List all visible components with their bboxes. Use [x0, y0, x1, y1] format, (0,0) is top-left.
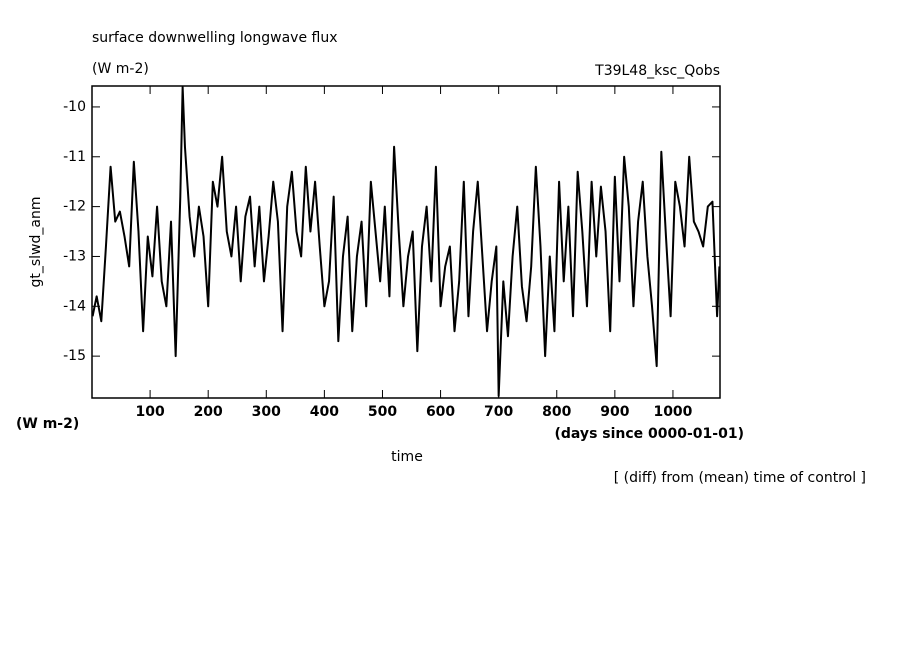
data-line [91, 86, 721, 398]
x-tick-label: 500 [368, 404, 397, 420]
y-tick-label: -13 [63, 248, 86, 264]
y-units: (W m-2) [16, 416, 79, 432]
experiment-label: T39L48_ksc_Qobs [594, 63, 720, 79]
x-tick-label: 800 [542, 404, 571, 420]
x-tick-label: 700 [484, 404, 513, 420]
x-tick-label: 600 [426, 404, 455, 420]
x-tick-label: 200 [194, 404, 223, 420]
y-tick-label: -11 [63, 149, 86, 165]
x-tick-label: 1000 [653, 404, 692, 420]
y-tick-label: -10 [63, 99, 86, 115]
x-tick-label: 400 [310, 404, 339, 420]
x-tick-label: 900 [600, 404, 629, 420]
chart-title: surface downwelling longwave flux [92, 30, 337, 46]
x-units: (days since 0000-01-01) [555, 426, 745, 442]
plot-frame [91, 85, 721, 399]
note: [ (diff) from (mean) time of control ] [614, 470, 866, 486]
x-axis-label: time [391, 449, 423, 465]
y-tick-label: -12 [63, 199, 86, 215]
x-tick-label: 100 [135, 404, 164, 420]
y-tick-label: -14 [63, 298, 86, 314]
y-axis-label: gt_slwd_anm [28, 197, 44, 288]
y-tick-label: -15 [63, 348, 86, 364]
subtitle: (W m-2) [92, 61, 149, 77]
x-tick-label: 300 [252, 404, 281, 420]
